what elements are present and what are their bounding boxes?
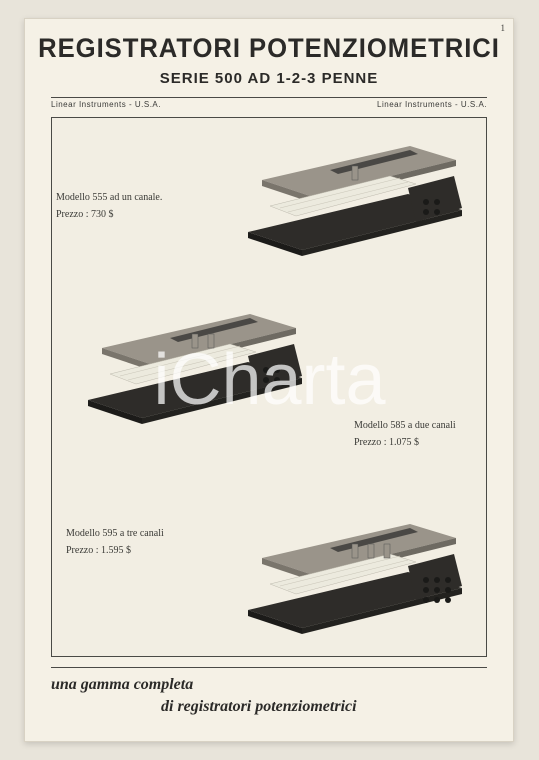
footer-rule: una gamma completa di registratori poten… [51,667,487,717]
caption-model: Modello 595 a tre canali [66,526,164,541]
footer-line-1: una gamma completa [51,674,487,696]
page: 1 REGISTRATORI POTENZIOMETRICI SERIE 500… [24,18,514,742]
brand-right: Linear Instruments - U.S.A. [377,100,487,109]
recorder-m555 [240,136,470,256]
caption-price: Prezzo : 1.595 $ [66,543,164,558]
caption-model: Modello 555 ad un canale. [56,190,162,205]
footer: una gamma completa di registratori poten… [51,667,487,717]
caption-m555: Modello 555 ad un canale. Prezzo : 730 $ [56,190,162,222]
page-subtitle: SERIE 500 AD 1-2-3 PENNE [25,70,513,87]
caption-model: Modello 585 a due canali [354,418,456,433]
footer-line-2: di registratori potenziometrici [51,696,487,718]
page-number: 1 [501,23,506,33]
caption-price: Prezzo : 1.075 $ [354,435,456,450]
recorder-m585 [80,304,310,424]
figure-box: Modello 555 ad un canale.Prezzo : 730 $ … [51,117,487,657]
brand-left: Linear Instruments - U.S.A. [51,100,161,109]
page-title: REGISTRATORI POTENZIOMETRICI [37,33,501,64]
brand-row: Linear Instruments - U.S.A. Linear Instr… [51,97,487,109]
caption-m585: Modello 585 a due canali Prezzo : 1.075 $ [354,418,456,450]
caption-m595: Modello 595 a tre canali Prezzo : 1.595 $ [66,526,164,558]
caption-price: Prezzo : 730 $ [56,207,162,222]
recorder-m595 [240,514,470,634]
